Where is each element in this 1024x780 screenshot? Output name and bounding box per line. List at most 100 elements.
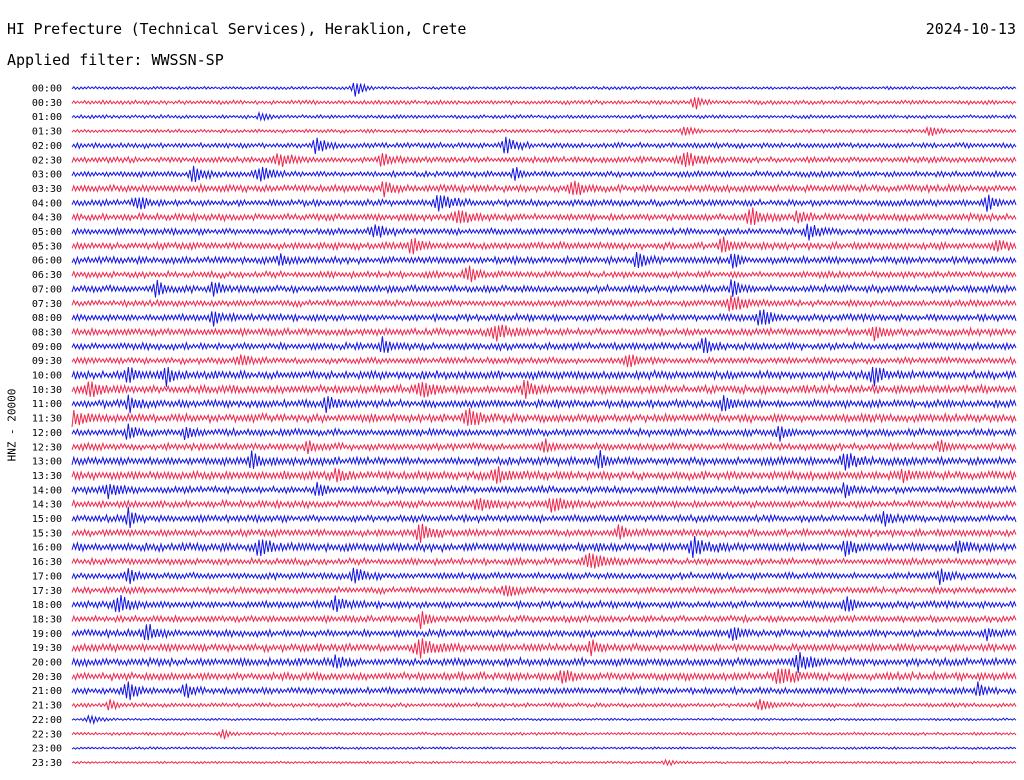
trace-row-2330 <box>71 758 1017 767</box>
time-label: 14:30 <box>32 500 62 511</box>
trace-row-1800 <box>71 594 1017 613</box>
trace-row-1030 <box>71 379 1017 399</box>
trace-row-0430 <box>71 207 1017 225</box>
trace-row-2000 <box>71 651 1017 674</box>
trace-row-0800 <box>71 309 1017 327</box>
trace-row-1700 <box>71 567 1017 586</box>
trace-row-0700 <box>71 279 1017 298</box>
time-label: 02:00 <box>32 141 62 152</box>
time-label: 18:30 <box>32 614 62 625</box>
time-label: 10:30 <box>32 385 62 396</box>
time-label: 11:00 <box>32 399 62 410</box>
trace-row-1430 <box>71 497 1017 513</box>
trace-row-2200 <box>71 714 1017 726</box>
trace-row-0100 <box>71 110 1017 122</box>
trace-row-2100 <box>71 681 1017 701</box>
time-label: 19:00 <box>32 629 62 640</box>
time-label: 05:30 <box>32 241 62 252</box>
time-label: 13:30 <box>32 471 62 482</box>
time-label: 09:30 <box>32 356 62 367</box>
trace-row-0200 <box>71 136 1017 155</box>
trace-row-2300 <box>71 746 1017 751</box>
time-label: 14:00 <box>32 485 62 496</box>
trace-row-2030 <box>71 668 1017 684</box>
trace-row-2130 <box>71 698 1017 711</box>
time-label: 00:30 <box>32 98 62 109</box>
time-label: 22:00 <box>32 715 62 726</box>
time-label: 21:00 <box>32 686 62 697</box>
time-label: 12:30 <box>32 442 62 453</box>
trace-row-1000 <box>71 366 1017 387</box>
time-label: 07:00 <box>32 284 62 295</box>
time-label: 18:00 <box>32 600 62 611</box>
time-label: 15:30 <box>32 528 62 539</box>
trace-row-1500 <box>71 506 1017 529</box>
time-label: 00:00 <box>32 84 62 95</box>
time-label: 03:30 <box>32 184 62 195</box>
time-label: 17:30 <box>32 586 62 597</box>
trace-row-2230 <box>71 728 1017 740</box>
trace-row-1330 <box>71 466 1017 484</box>
trace-row-0530 <box>71 236 1017 255</box>
trace-row-0600 <box>71 252 1017 269</box>
trace-row-1230 <box>71 438 1017 455</box>
trace-row-1100 <box>71 394 1017 414</box>
time-label: 19:30 <box>32 643 62 654</box>
time-label: 10:00 <box>32 371 62 382</box>
trace-row-0630 <box>71 265 1017 283</box>
trace-row-1300 <box>71 449 1017 471</box>
trace-row-1130 <box>71 408 1017 428</box>
trace-row-1730 <box>71 585 1017 597</box>
trace-row-0300 <box>71 165 1017 182</box>
time-label: 17:00 <box>32 571 62 582</box>
time-label: 16:30 <box>32 557 62 568</box>
time-label: 06:00 <box>32 256 62 267</box>
time-label: 21:30 <box>32 701 62 712</box>
trace-row-1530 <box>71 523 1017 543</box>
time-label: 06:30 <box>32 270 62 281</box>
time-label: 05:00 <box>32 227 62 238</box>
trace-row-1830 <box>71 611 1017 629</box>
date-label: 2024-10-13 <box>925 20 1016 38</box>
trace-row-1930 <box>71 638 1017 659</box>
trace-row-0930 <box>71 354 1017 368</box>
time-label: 08:00 <box>32 313 62 324</box>
time-label: 03:00 <box>32 170 62 181</box>
trace-row-0730 <box>71 295 1017 312</box>
time-label: 09:00 <box>32 342 62 353</box>
trace-row-1900 <box>71 623 1017 642</box>
time-label: 23:00 <box>32 744 62 755</box>
time-label: 22:30 <box>32 729 62 740</box>
time-label: 01:00 <box>32 112 62 123</box>
time-label: 16:00 <box>32 543 62 554</box>
trace-row-0400 <box>71 194 1017 212</box>
trace-row-0830 <box>71 324 1017 342</box>
trace-row-0500 <box>71 223 1017 241</box>
trace-row-1600 <box>71 535 1017 558</box>
time-label: 07:30 <box>32 299 62 310</box>
filter-label: Applied filter: WWSSN-SP <box>7 51 224 69</box>
trace-row-0000 <box>71 82 1017 97</box>
station-title: HI Prefecture (Technical Services), Hera… <box>7 20 467 38</box>
time-label: 01:30 <box>32 127 62 138</box>
trace-row-1200 <box>71 423 1017 442</box>
time-label: 13:00 <box>32 457 62 468</box>
time-label: 15:00 <box>32 514 62 525</box>
time-label: 08:30 <box>32 327 62 338</box>
time-label: 04:00 <box>32 198 62 209</box>
time-label: 23:30 <box>32 758 62 769</box>
time-label: 04:30 <box>32 213 62 224</box>
time-label: 12:00 <box>32 428 62 439</box>
time-label: 20:30 <box>32 672 62 683</box>
trace-row-0230 <box>71 152 1017 168</box>
trace-row-0900 <box>71 336 1017 354</box>
trace-row-1400 <box>71 481 1017 500</box>
trace-row-0330 <box>71 180 1017 198</box>
time-label: 11:30 <box>32 414 62 425</box>
time-label: 02:30 <box>32 155 62 166</box>
trace-row-0130 <box>71 125 1017 137</box>
trace-row-0030 <box>71 97 1017 110</box>
trace-row-1630 <box>71 552 1017 569</box>
time-label: 20:00 <box>32 658 62 669</box>
